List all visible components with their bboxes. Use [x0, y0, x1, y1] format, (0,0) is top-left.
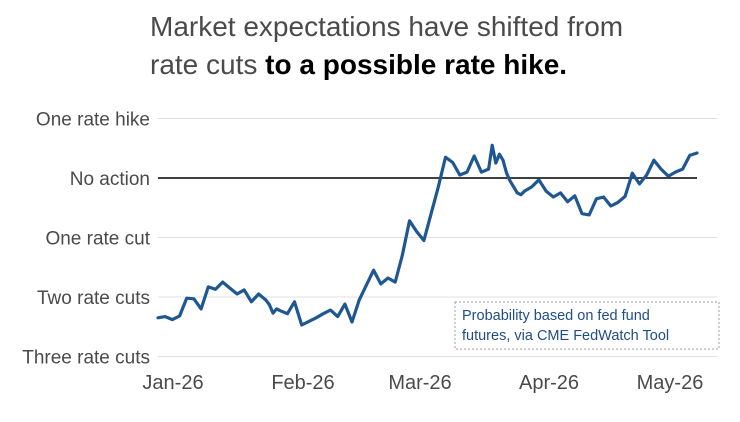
chart-title-line-1: Market expectations have shifted from	[150, 11, 623, 42]
x-tick-label: Feb-26	[271, 372, 334, 394]
x-tick-label: Mar-26	[388, 372, 451, 394]
source-note-box	[454, 301, 720, 350]
series-line	[156, 143, 699, 327]
source-note-line-1: Probability based on fed fund	[462, 308, 650, 324]
y-tick-label: One rate hike	[36, 110, 150, 131]
y-tick-label: Three rate cuts	[22, 348, 150, 369]
gridlines	[158, 118, 717, 357]
x-tick-label: Apr-26	[519, 372, 579, 394]
chart-title-line-2: rate cuts to a possible rate hike.	[150, 49, 567, 80]
x-tick-label: May-26	[637, 372, 704, 394]
y-axis-tick-labels: Three rate cuts Two rate cuts One rate cut…	[22, 110, 150, 369]
x-axis-tick-labels: Jan-26 Feb-26 Mar-26 Apr-26 May-26	[142, 372, 703, 394]
source-note: Probability based on fed fund futures, v…	[454, 301, 720, 350]
chart-title-bold: to a possible rate hike.	[265, 49, 567, 80]
y-tick-label: Two rate cuts	[37, 288, 150, 309]
source-note-line-2: futures, via CME FedWatch Tool	[462, 328, 669, 344]
y-tick-label: One rate cut	[45, 229, 150, 250]
y-tick-label: No action	[70, 169, 150, 190]
x-tick-label: Jan-26	[142, 372, 203, 394]
chart-title-plain: rate cuts	[150, 49, 265, 80]
